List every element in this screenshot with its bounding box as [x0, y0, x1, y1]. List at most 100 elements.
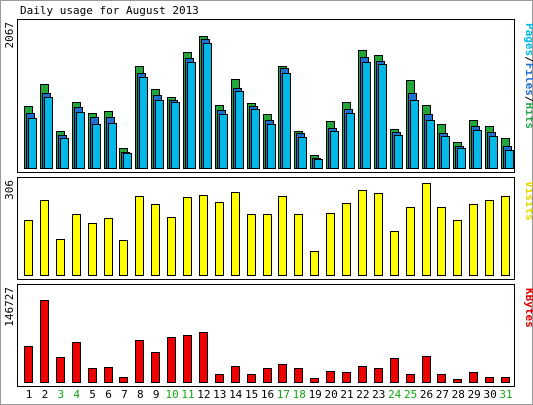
kbytes-bar-kbytes-8: [135, 340, 144, 383]
x-tick-label-28: 28: [452, 388, 465, 401]
visits-bar-visits-3: [56, 239, 65, 276]
x-tick-label-14: 14: [229, 388, 243, 401]
kbytes-label-part-0: KBytes: [523, 288, 533, 328]
x-tick-label-4: 4: [73, 388, 80, 401]
x-tick-label-19: 19: [309, 388, 322, 401]
x-tick-label-7: 7: [121, 388, 128, 401]
hits-bar-pages-15: [251, 109, 260, 169]
visits-bar-visits-8: [135, 196, 144, 276]
kbytes-bar-kbytes-26: [422, 356, 431, 383]
kbytes-bar-kbytes-4: [72, 342, 81, 383]
hits-bar-pages-5: [92, 124, 101, 169]
x-tick-label-30: 30: [483, 388, 496, 401]
hits-bar-pages-30: [489, 136, 498, 169]
hits-bar-pages-4: [76, 112, 85, 169]
hits-label-part-2: Files: [523, 63, 533, 96]
hits-bar-pages-24: [394, 135, 403, 169]
x-tick-label-6: 6: [105, 388, 112, 401]
x-tick-label-25: 25: [404, 388, 417, 401]
kbytes-bar-kbytes-24: [390, 358, 399, 383]
x-tick-label-12: 12: [197, 388, 210, 401]
visits-bar-visits-17: [278, 196, 287, 276]
visits-bar-visits-29: [469, 204, 478, 276]
visits-bar-visits-16: [263, 214, 272, 276]
kbytes-bar-kbytes-3: [56, 357, 65, 383]
kbytes-bar-kbytes-21: [342, 372, 351, 383]
hits-max-label: 2067: [3, 22, 16, 49]
visits-bar-visits-10: [167, 217, 176, 276]
kbytes-bar-kbytes-22: [358, 366, 367, 383]
x-tick-label-17: 17: [277, 388, 290, 401]
x-tick-label-31: 31: [499, 388, 512, 401]
hits-bar-pages-19: [314, 159, 323, 169]
hits-bar-pages-17: [282, 73, 291, 169]
hits-bar-pages-7: [123, 153, 132, 169]
hits-bar-pages-9: [155, 100, 164, 169]
hits-bar-pages-3: [60, 138, 69, 169]
kbytes-bar-kbytes-14: [231, 366, 240, 383]
hits-bar-pages-6: [108, 123, 117, 169]
hits-bar-pages-31: [505, 150, 514, 169]
hits-label-part-1: /: [523, 56, 533, 63]
x-tick-label-5: 5: [89, 388, 96, 401]
kbytes-bar-kbytes-9: [151, 352, 160, 383]
hits-bar-pages-26: [426, 120, 435, 169]
visits-bar-visits-4: [72, 214, 81, 276]
panel-visits: 306 Visits: [3, 177, 533, 280]
x-tick-label-10: 10: [165, 388, 178, 401]
x-tick-label-8: 8: [137, 388, 144, 401]
kbytes-bar-kbytes-25: [406, 374, 415, 383]
kbytes-bar-kbytes-11: [183, 335, 192, 383]
kbytes-bar-kbytes-5: [88, 368, 97, 383]
hits-bar-pages-22: [362, 62, 371, 169]
hits-bar-pages-14: [235, 91, 244, 169]
visits-series-label: Visits: [523, 181, 533, 221]
kbytes-bar-kbytes-13: [215, 374, 224, 383]
x-tick-label-20: 20: [324, 388, 337, 401]
x-tick-label-15: 15: [245, 388, 258, 401]
kbytes-bar-kbytes-7: [119, 377, 128, 383]
visits-bar-visits-31: [501, 196, 510, 276]
hits-bar-pages-8: [139, 77, 148, 169]
kbytes-bar-kbytes-17: [278, 364, 287, 383]
kbytes-bar-kbytes-15: [247, 374, 256, 383]
x-tick-label-27: 27: [436, 388, 449, 401]
hits-bar-pages-12: [203, 43, 212, 169]
visits-bar-visits-5: [88, 223, 97, 276]
visits-bar-visits-7: [119, 240, 128, 276]
visits-bar-visits-13: [215, 202, 224, 276]
visits-max-label: 306: [3, 180, 16, 200]
kbytes-bar-kbytes-31: [501, 377, 510, 383]
kbytes-bar-kbytes-2: [40, 300, 49, 383]
hits-bar-pages-29: [473, 130, 482, 169]
visits-bar-visits-18: [294, 214, 303, 276]
kbytes-bar-kbytes-28: [453, 379, 462, 383]
kbytes-bar-kbytes-6: [104, 367, 113, 383]
hits-series-label: Pages/Files/Hits: [523, 23, 533, 129]
hits-bar-pages-11: [187, 62, 196, 169]
x-axis-labels: 1 2 3 4 5 6 7 8 9 10 11 12 13 14 15 16 17 18 19 20 21 22 23 24 2…: [26, 388, 513, 401]
kbytes-bar-kbytes-16: [263, 368, 272, 383]
visits-bar-visits-23: [374, 193, 383, 276]
visits-bar-visits-9: [151, 204, 160, 276]
hits-bar-pages-16: [267, 124, 276, 169]
x-tick-label-26: 26: [420, 388, 433, 401]
x-tick-label-11: 11: [181, 388, 194, 401]
visits-bar-visits-24: [390, 231, 399, 276]
visits-bar-visits-25: [406, 207, 415, 276]
visits-bar-visits-6: [104, 218, 113, 276]
hits-bar-pages-18: [298, 137, 307, 169]
visits-bar-visits-14: [231, 192, 240, 276]
x-tick-label-18: 18: [293, 388, 306, 401]
visits-bar-visits-28: [453, 220, 462, 276]
kbytes-bar-kbytes-29: [469, 372, 478, 383]
kbytes-bar-kbytes-20: [326, 371, 335, 383]
x-tick-label-3: 3: [57, 388, 64, 401]
kbytes-bar-kbytes-30: [485, 377, 494, 383]
visits-bar-visits-30: [485, 200, 494, 276]
hits-label-part-4: Hits: [523, 103, 533, 130]
x-tick-label-1: 1: [26, 388, 33, 401]
